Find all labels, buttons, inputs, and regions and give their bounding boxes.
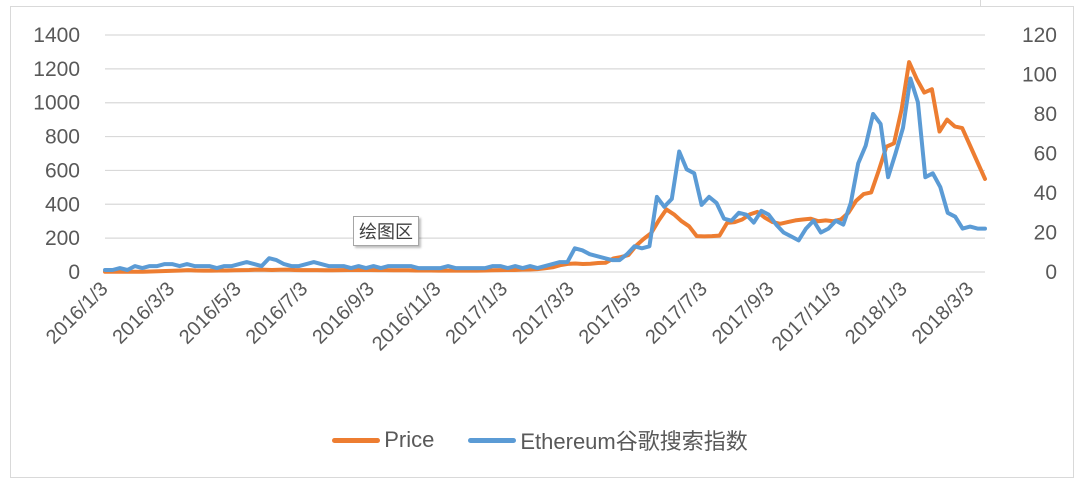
- x-tick-label: 2017/7/3: [641, 278, 712, 349]
- x-axis: 2016/1/32016/3/32016/5/32016/7/32016/9/3…: [42, 278, 978, 355]
- y-axis-left: 0 200 400 600 800 1000 1200 1400: [33, 24, 80, 284]
- price-line-swatch-icon: [332, 437, 381, 443]
- legend-label-search-index: Ethereum谷歌搜索指数: [520, 429, 748, 454]
- x-tick-label: 2016/9/3: [308, 278, 379, 349]
- legend-label-price: Price: [384, 427, 435, 452]
- y-right-tick: 40: [1034, 182, 1057, 205]
- gridlines: [105, 34, 985, 273]
- y-left-tick: 0: [68, 261, 80, 284]
- x-tick-label: 2018/1/3: [841, 278, 912, 349]
- y-right-tick: 120: [1022, 24, 1057, 47]
- x-tick-label: 2016/7/3: [242, 278, 313, 349]
- x-tick-label: 2017/3/3: [508, 278, 579, 349]
- window-edge: [0, 0, 981, 6]
- x-tick-label: 2016/3/3: [109, 278, 180, 349]
- y-left-tick: 800: [45, 126, 80, 149]
- x-tick-label: 2017/9/3: [708, 278, 779, 349]
- y-right-tick: 100: [1022, 64, 1057, 87]
- x-tick-label: 2017/1/3: [442, 278, 513, 349]
- x-tick-label: 2017/11/3: [768, 278, 845, 355]
- y-left-tick: 400: [45, 193, 80, 216]
- series-lines: [103, 60, 987, 274]
- search-index-line-swatch-icon: [468, 437, 517, 443]
- y-right-tick: 20: [1034, 222, 1057, 245]
- series-line[interactable]: [103, 76, 987, 272]
- y-right-tick: 80: [1034, 103, 1057, 126]
- y-left-tick: 1000: [33, 92, 80, 115]
- y-left-tick: 1400: [33, 24, 80, 47]
- y-right-tick: 60: [1034, 143, 1057, 166]
- y-axis-right: 0 20 40 60 80 100 120: [1022, 24, 1057, 284]
- chart-area[interactable]: [10, 6, 1074, 478]
- y-left-tick: 600: [45, 159, 80, 182]
- y-left-tick: 1200: [33, 58, 80, 81]
- y-right-tick: 0: [1045, 261, 1057, 284]
- x-tick-label: 2016/11/3: [368, 278, 445, 355]
- x-tick-label: 2018/3/3: [908, 278, 979, 349]
- legend-item-price[interactable]: Price: [332, 424, 434, 456]
- x-tick-label: 2017/5/3: [575, 278, 646, 349]
- legend: Price Ethereum谷歌搜索指数: [0, 424, 1080, 456]
- x-tick-label: 2016/1/3: [42, 278, 113, 349]
- legend-item-search-index[interactable]: Ethereum谷歌搜索指数: [468, 424, 748, 456]
- series-line[interactable]: [103, 60, 987, 274]
- x-tick-label: 2016/5/3: [175, 278, 246, 349]
- y-left-tick: 200: [45, 227, 80, 250]
- plot-area-tooltip: 绘图区: [353, 216, 419, 246]
